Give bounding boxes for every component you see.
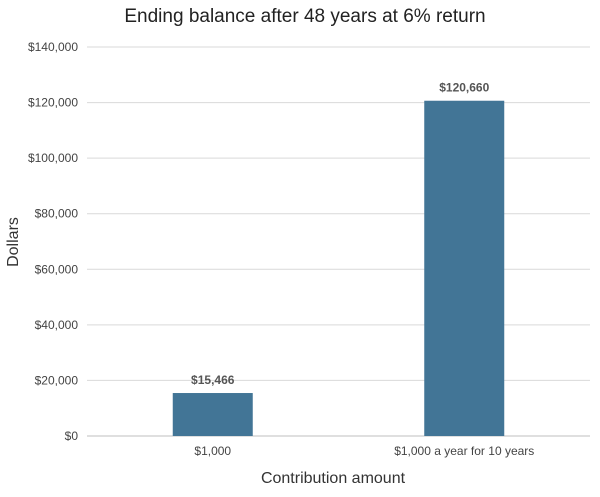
x-tick-label: $1,000 a year for 10 years (394, 444, 534, 458)
data-labels: $15,466 $120,660 (191, 81, 490, 387)
y-axis-title: Dollars (5, 217, 22, 267)
x-axis-tick-labels: $1,000 $1,000 a year for 10 years (194, 444, 534, 458)
y-tick-label: $120,000 (28, 96, 78, 110)
bar (424, 100, 505, 436)
y-tick-label: $20,000 (35, 373, 79, 387)
x-axis-title: Contribution amount (261, 470, 406, 487)
x-tick-label: $1,000 (194, 444, 231, 458)
bars (172, 100, 505, 436)
y-tick-label: $0 (65, 429, 79, 443)
bar (172, 393, 253, 436)
chart-title: Ending balance after 48 years at 6% retu… (124, 6, 485, 27)
y-axis-tick-labels: $0 $20,000 $40,000 $60,000 $80,000 $100,000 $1… (28, 40, 78, 443)
y-tick-label: $100,000 (28, 151, 78, 165)
gridlines (87, 46, 590, 437)
y-tick-label: $40,000 (35, 318, 79, 332)
y-tick-label: $140,000 (28, 40, 78, 54)
y-tick-label: $80,000 (35, 207, 79, 221)
bar-data-label: $120,660 (439, 81, 489, 95)
bar-data-label: $15,466 (191, 373, 235, 387)
y-tick-label: $60,000 (35, 262, 79, 276)
